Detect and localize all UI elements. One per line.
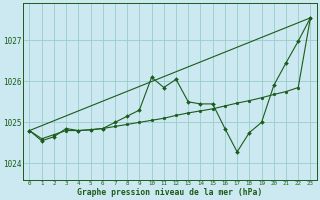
- X-axis label: Graphe pression niveau de la mer (hPa): Graphe pression niveau de la mer (hPa): [77, 188, 263, 197]
